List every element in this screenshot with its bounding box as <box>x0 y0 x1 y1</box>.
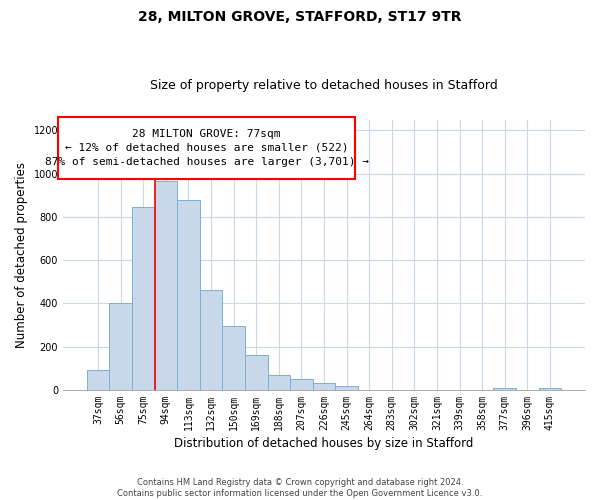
Text: Contains HM Land Registry data © Crown copyright and database right 2024.
Contai: Contains HM Land Registry data © Crown c… <box>118 478 482 498</box>
Bar <box>245 356 268 390</box>
Text: 28 MILTON GROVE: 77sqm
← 12% of detached houses are smaller (522)
87% of semi-de: 28 MILTON GROVE: 77sqm ← 12% of detached… <box>44 129 368 167</box>
X-axis label: Distribution of detached houses by size in Stafford: Distribution of detached houses by size … <box>175 437 474 450</box>
Bar <box>223 326 245 390</box>
Bar <box>200 290 223 390</box>
Bar <box>335 386 358 390</box>
Y-axis label: Number of detached properties: Number of detached properties <box>15 162 28 348</box>
Text: 28, MILTON GROVE, STAFFORD, ST17 9TR: 28, MILTON GROVE, STAFFORD, ST17 9TR <box>138 10 462 24</box>
Bar <box>109 304 132 390</box>
Title: Size of property relative to detached houses in Stafford: Size of property relative to detached ho… <box>150 79 498 92</box>
Bar <box>132 207 155 390</box>
Bar <box>155 181 177 390</box>
Bar <box>493 388 516 390</box>
Bar <box>87 370 109 390</box>
Bar <box>177 200 200 390</box>
Bar <box>290 378 313 390</box>
Bar <box>313 383 335 390</box>
Bar <box>539 388 561 390</box>
Bar <box>268 375 290 390</box>
